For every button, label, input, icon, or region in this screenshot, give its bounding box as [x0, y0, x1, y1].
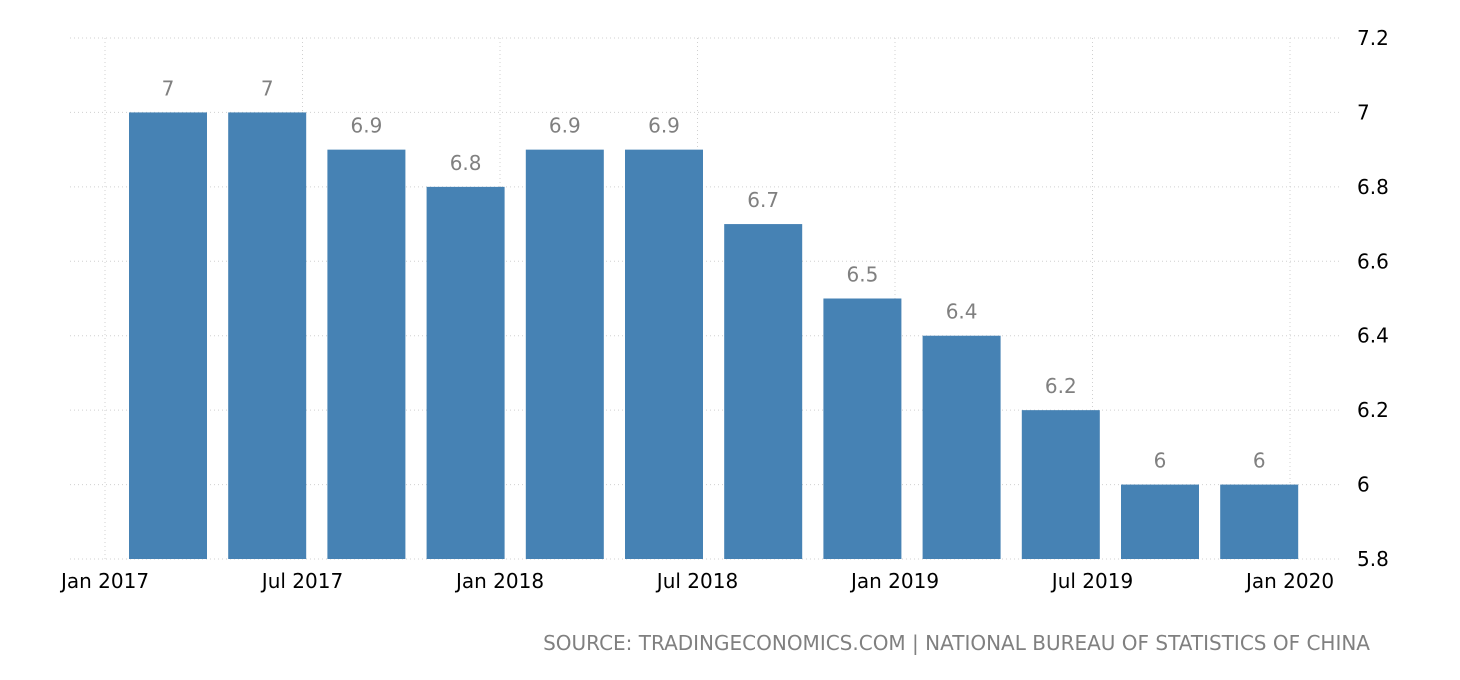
x-tick-label: Jan 2020: [1244, 569, 1334, 593]
bar-series: [129, 112, 1299, 560]
data-label: 7: [162, 76, 175, 100]
data-label: 6.8: [450, 151, 482, 175]
bar-10: [1021, 410, 1100, 559]
bar-12: [1220, 484, 1299, 559]
bar-1: [129, 112, 207, 559]
bar-3: [327, 149, 406, 559]
data-label: 6.2: [1045, 374, 1077, 398]
bar-6: [625, 149, 703, 559]
y-tick-label: 6.6: [1357, 249, 1389, 273]
y-axis-tick-labels: 5.8 6 6.2 6.4 6.6 6.8 7 7.2: [1357, 26, 1389, 571]
bar-4: [426, 186, 505, 559]
x-axis-tick-labels: Jan 2017 Jul 2017 Jan 2018 Jul 2018 Jan 2019…: [59, 569, 1334, 593]
data-label: 6.9: [350, 114, 382, 138]
bar-8: [823, 298, 902, 559]
data-label: 6: [1154, 449, 1167, 473]
bar-2: [228, 112, 307, 559]
data-label: 6.9: [549, 114, 581, 138]
y-tick-label: 6: [1357, 473, 1370, 497]
data-label: 6.7: [747, 188, 779, 212]
y-tick-label: 7: [1357, 100, 1370, 124]
data-labels: 7 7 6.9 6.8 6.9 6.9 6.7 6.5 6.4 6.2 6 6: [162, 76, 1266, 472]
y-tick-label: 6.2: [1357, 398, 1389, 422]
x-tick-label: Jan 2018: [454, 569, 544, 593]
data-label: 6.5: [846, 263, 878, 287]
y-tick-label: 5.8: [1357, 547, 1389, 571]
data-label: 7: [261, 76, 274, 100]
x-tick-label: Jan 2019: [849, 569, 939, 593]
x-tick-label: Jan 2017: [59, 569, 149, 593]
source-attribution: SOURCE: TRADINGECONOMICS.COM | NATIONAL …: [543, 631, 1370, 655]
y-tick-label: 6.4: [1357, 324, 1389, 348]
y-tick-label: 6.8: [1357, 175, 1389, 199]
bar-7: [724, 224, 803, 560]
bar-5: [525, 149, 604, 559]
data-label: 6.4: [946, 300, 978, 324]
x-tick-label: Jul 2019: [1050, 569, 1133, 593]
data-label: 6.9: [648, 114, 680, 138]
y-tick-label: 7.2: [1357, 26, 1389, 50]
x-tick-label: Jul 2017: [260, 569, 343, 593]
data-label: 6: [1253, 449, 1266, 473]
bar-11: [1121, 484, 1199, 559]
x-tick-label: Jul 2018: [655, 569, 738, 593]
bar-9: [922, 335, 1001, 559]
